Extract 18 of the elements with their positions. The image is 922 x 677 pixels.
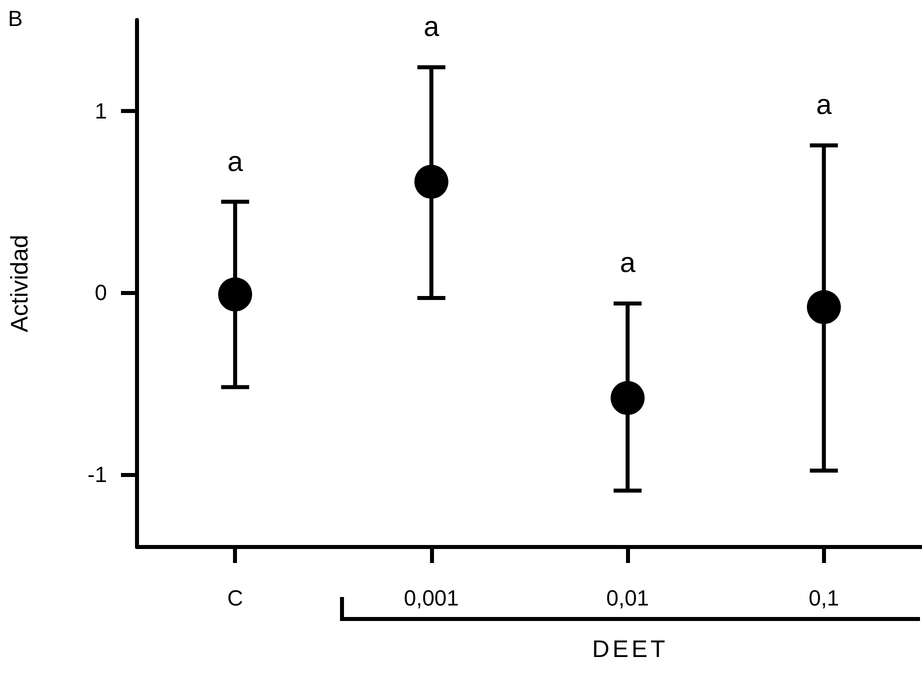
point xyxy=(610,380,645,415)
x-axis-title: DEET xyxy=(591,636,670,664)
annotation: a xyxy=(226,146,244,178)
annotation: a xyxy=(422,11,440,44)
y-tick-label: 0 xyxy=(94,280,107,306)
x-tick-label: 0,01 xyxy=(606,586,650,610)
text: B xyxy=(8,6,23,32)
point xyxy=(806,290,841,324)
annotation: a xyxy=(618,247,636,280)
y-axis-title: Actividad xyxy=(6,234,34,332)
y-tick-label: 1 xyxy=(94,98,107,124)
x-tick-label: C xyxy=(227,586,244,610)
point xyxy=(218,277,252,312)
y-tick-label: -1 xyxy=(87,462,107,487)
point xyxy=(414,164,448,199)
annotation: a xyxy=(815,89,833,122)
x-tick-label: 0,001 xyxy=(404,586,459,610)
x-tick-label: 0,1 xyxy=(808,586,840,610)
